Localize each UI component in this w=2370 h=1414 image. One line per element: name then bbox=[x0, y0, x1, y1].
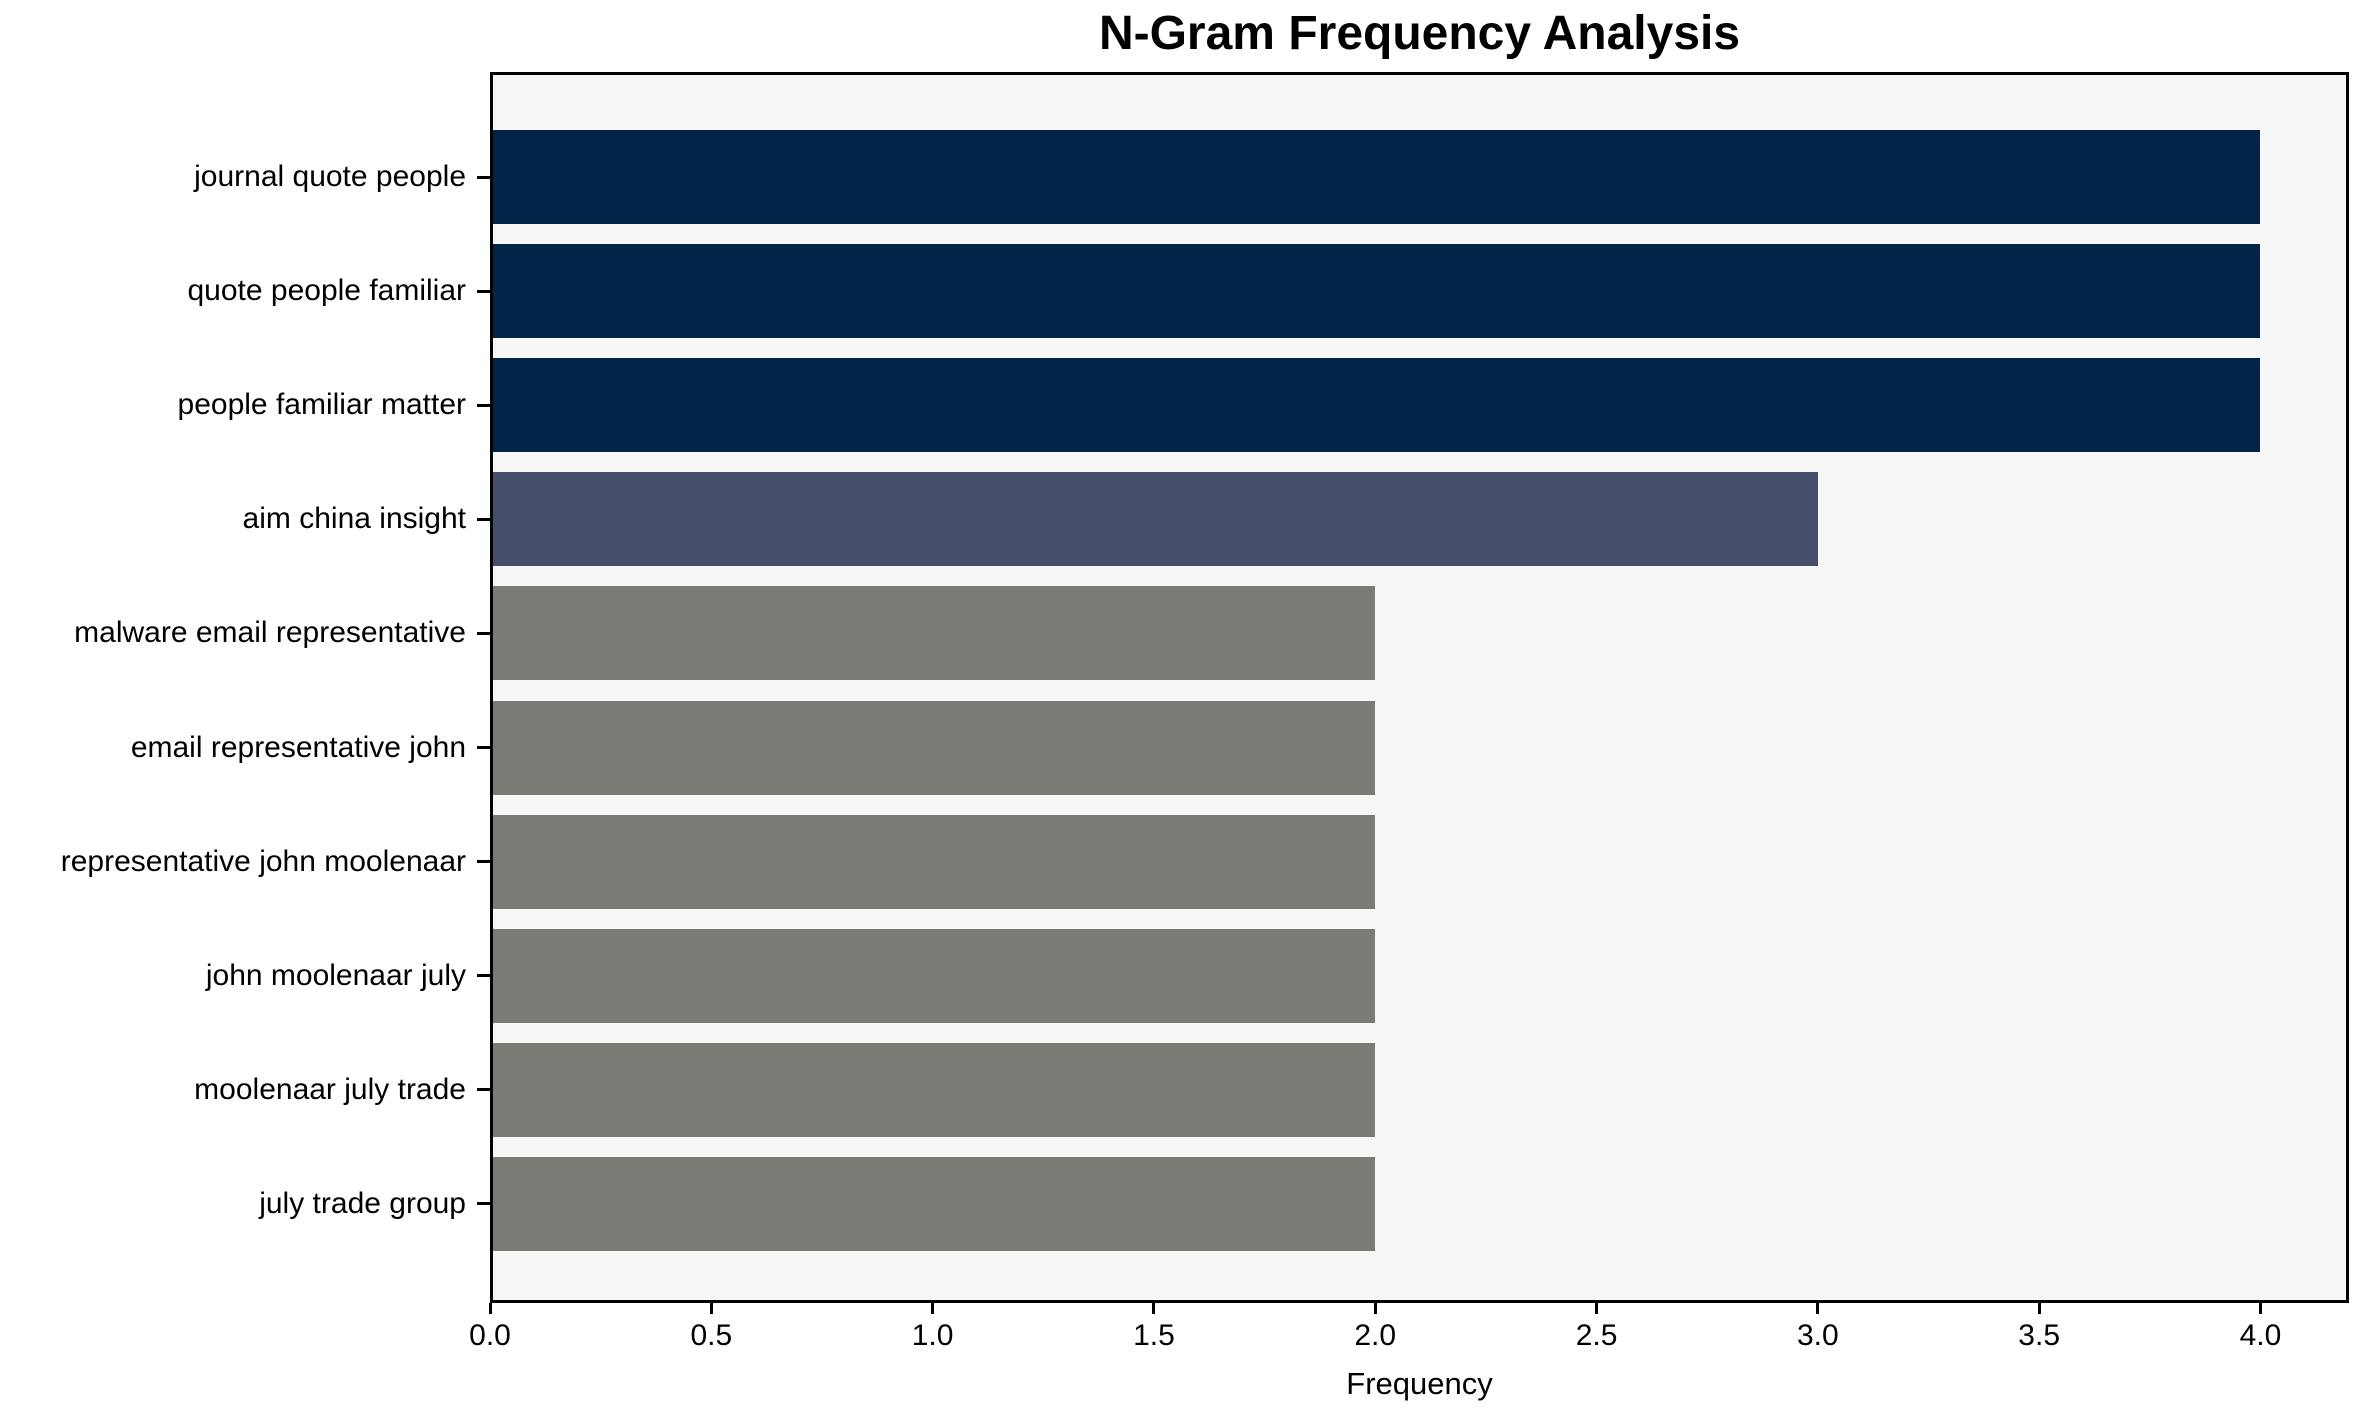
x-tick-label: 0.0 bbox=[469, 1319, 511, 1352]
x-tick-mark bbox=[1595, 1303, 1599, 1314]
y-tick-label: john moolenaar july bbox=[205, 958, 466, 992]
bar bbox=[493, 586, 1375, 681]
y-tick-label: representative john moolenaar bbox=[60, 844, 466, 878]
x-tick-mark bbox=[1152, 1303, 1156, 1314]
bar bbox=[493, 472, 1818, 567]
y-tick-mark bbox=[477, 974, 490, 978]
y-tick-label: quote people familiar bbox=[187, 274, 466, 308]
x-tick-label: 2.5 bbox=[1575, 1319, 1618, 1352]
bar bbox=[493, 130, 2260, 224]
x-tick-label: 2.0 bbox=[1354, 1319, 1397, 1352]
y-tick-mark bbox=[477, 175, 490, 179]
x-tick-label: 3.5 bbox=[2018, 1319, 2061, 1352]
x-tick-mark bbox=[1373, 1303, 1377, 1314]
x-tick-label: 0.5 bbox=[690, 1319, 733, 1352]
x-tick-mark bbox=[709, 1303, 713, 1314]
x-tick-mark bbox=[2037, 1303, 2041, 1314]
y-tick-mark bbox=[477, 631, 490, 635]
y-tick-label: email representative john bbox=[130, 730, 466, 764]
x-tick-label: 1.0 bbox=[911, 1319, 954, 1352]
x-tick-mark bbox=[2258, 1303, 2262, 1314]
x-tick-mark bbox=[931, 1303, 935, 1314]
y-tick-mark bbox=[477, 517, 490, 521]
x-tick-label: 1.5 bbox=[1133, 1319, 1175, 1352]
bar bbox=[493, 1042, 1375, 1137]
y-tick-mark bbox=[477, 1088, 490, 1092]
y-tick-mark bbox=[477, 860, 490, 864]
chart-title: N-Gram Frequency Analysis bbox=[1098, 7, 1741, 60]
bar bbox=[493, 700, 1375, 795]
bar bbox=[493, 928, 1375, 1023]
y-tick-mark bbox=[477, 746, 490, 749]
bar bbox=[493, 1156, 1375, 1251]
y-tick-label: journal quote people bbox=[194, 160, 466, 193]
y-tick-label: aim china insight bbox=[242, 502, 466, 536]
y-tick-label: people familiar matter bbox=[177, 388, 466, 422]
x-axis-label: Frequency bbox=[1346, 1366, 1493, 1401]
x-tick-mark bbox=[1816, 1303, 1820, 1314]
x-tick-mark bbox=[488, 1303, 492, 1314]
y-tick-label: july trade group bbox=[259, 1186, 466, 1220]
bar bbox=[493, 814, 1375, 909]
x-tick-label: 4.0 bbox=[2239, 1319, 2282, 1352]
y-tick-mark bbox=[477, 1202, 490, 1206]
bar bbox=[493, 244, 2260, 339]
x-tick-label: 3.0 bbox=[1796, 1319, 1839, 1352]
y-tick-label: moolenaar july trade bbox=[194, 1072, 466, 1106]
y-tick-mark bbox=[477, 289, 490, 293]
y-tick-label: malware email representative bbox=[74, 616, 466, 650]
y-tick-mark bbox=[477, 403, 490, 407]
bar bbox=[493, 358, 2260, 453]
